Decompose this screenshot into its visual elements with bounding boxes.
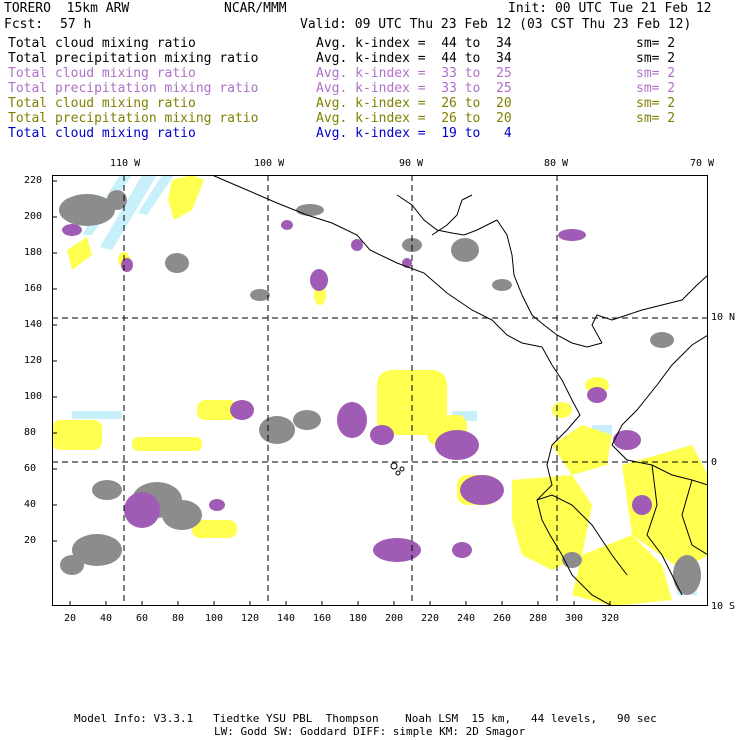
legend-k-index: Avg. k-index = 44 to 34 bbox=[316, 36, 512, 51]
footer-physics: LW: Godd SW: Goddard DIFF: simple KM: 2D… bbox=[214, 725, 526, 738]
legend-field-label: Total precipitation mixing ratio bbox=[8, 81, 259, 96]
y-tick-label: 200 bbox=[24, 211, 43, 222]
legend-smoothing: sm= 2 bbox=[636, 96, 676, 111]
legend-field-label: Total cloud mixing ratio bbox=[8, 126, 196, 141]
lon-label-100w: 100 W bbox=[254, 158, 285, 169]
x-tick-label: 60 bbox=[136, 613, 149, 624]
galapagos-islands bbox=[390, 462, 405, 476]
legend-smoothing: sm= 2 bbox=[636, 51, 676, 66]
legend-row: Total precipitation mixing ratio Avg. k-i… bbox=[0, 51, 740, 66]
lat-label-10s: 10 S bbox=[711, 601, 736, 612]
x-tick-label: 20 bbox=[64, 613, 77, 624]
lat-label-0: 0 bbox=[711, 457, 718, 468]
legend-row: Total cloud mixing ratio Avg. k-index = 1… bbox=[0, 126, 740, 141]
x-tick-label: 140 bbox=[277, 613, 296, 624]
legend-row: Total cloud mixing ratio Avg. k-index = 2… bbox=[0, 96, 740, 111]
y-tick-label: 160 bbox=[24, 283, 43, 294]
y-tick-label: 220 bbox=[24, 175, 43, 186]
legend-row: Total precipitation mixing ratio Avg. k-i… bbox=[0, 81, 740, 96]
y-tick-label: 20 bbox=[24, 535, 37, 546]
coastline bbox=[211, 175, 708, 606]
center-name: NCAR/MMM bbox=[224, 1, 287, 16]
legend-k-index: Avg. k-index = 44 to 34 bbox=[316, 51, 512, 66]
lat-lon-grid bbox=[52, 175, 708, 606]
legend-smoothing: sm= 2 bbox=[636, 111, 676, 126]
x-tick-label: 180 bbox=[349, 613, 368, 624]
lat-label-10n: 10 N bbox=[711, 312, 736, 323]
y-tick-label: 140 bbox=[24, 319, 43, 330]
lon-label-90w: 90 W bbox=[399, 158, 424, 169]
init-time: Init: 00 UTC Tue 21 Feb 12 bbox=[508, 1, 712, 16]
legend-k-index: Avg. k-index = 26 to 20 bbox=[316, 111, 512, 126]
x-tick-label: 100 bbox=[205, 613, 224, 624]
map-frame bbox=[52, 175, 708, 606]
x-tick-label: 120 bbox=[241, 613, 260, 624]
x-tick-label: 260 bbox=[493, 613, 512, 624]
model-title: TORERO 15km ARW bbox=[4, 1, 130, 16]
y-tick-label: 80 bbox=[24, 427, 37, 438]
legend-k-index: Avg. k-index = 33 to 25 bbox=[316, 66, 512, 81]
y-tick-label: 120 bbox=[24, 355, 43, 366]
legend-row: Total cloud mixing ratio Avg. k-index = 3… bbox=[0, 66, 740, 81]
lon-label-110w: 110 W bbox=[110, 158, 141, 169]
x-tick-label: 300 bbox=[565, 613, 584, 624]
legend-k-index: Avg. k-index = 19 to 4 bbox=[316, 126, 512, 141]
x-tick-label: 320 bbox=[601, 613, 620, 624]
fcst-label: Fcst: bbox=[4, 17, 44, 32]
x-tick-label: 220 bbox=[421, 613, 440, 624]
x-tick-label: 40 bbox=[100, 613, 113, 624]
lon-label-70w: 70 W bbox=[690, 158, 715, 169]
legend-field-label: Total cloud mixing ratio bbox=[8, 66, 196, 81]
x-tick-label: 200 bbox=[385, 613, 404, 624]
y-tick-label: 100 bbox=[24, 391, 43, 402]
y-tick-label: 40 bbox=[24, 499, 37, 510]
lon-label-80w: 80 W bbox=[544, 158, 569, 169]
y-tick-label: 60 bbox=[24, 463, 37, 474]
valid-time: Valid: 09 UTC Thu 23 Feb 12 (03 CST Thu … bbox=[300, 17, 692, 32]
y-tick-label: 180 bbox=[24, 247, 43, 258]
footer-model-info: Model Info: V3.3.1 Tiedtke YSU PBL Thomp… bbox=[74, 712, 657, 725]
x-tick-label: 280 bbox=[529, 613, 548, 624]
yellow-cloud-layer bbox=[52, 175, 708, 606]
x-tick-label: 160 bbox=[313, 613, 332, 624]
x-tick-label: 80 bbox=[172, 613, 185, 624]
legend-k-index: Avg. k-index = 26 to 20 bbox=[316, 96, 512, 111]
weather-map bbox=[52, 175, 708, 606]
legend-k-index: Avg. k-index = 33 to 25 bbox=[316, 81, 512, 96]
legend-smoothing: sm= 2 bbox=[636, 36, 676, 51]
legend-field-label: Total cloud mixing ratio bbox=[8, 36, 196, 51]
legend-smoothing: sm= 2 bbox=[636, 66, 676, 81]
legend-field-label: Total precipitation mixing ratio bbox=[8, 51, 259, 66]
legend-row: Total cloud mixing ratio Avg. k-index = 4… bbox=[0, 36, 740, 51]
fcst-value: 57 h bbox=[60, 17, 92, 32]
x-tick-label: 240 bbox=[457, 613, 476, 624]
legend-smoothing: sm= 2 bbox=[636, 81, 676, 96]
legend-row: Total precipitation mixing ratio Avg. k-i… bbox=[0, 111, 740, 126]
legend-field-label: Total precipitation mixing ratio bbox=[8, 111, 259, 126]
purple-cloud-layer bbox=[62, 220, 652, 562]
legend-field-label: Total cloud mixing ratio bbox=[8, 96, 196, 111]
